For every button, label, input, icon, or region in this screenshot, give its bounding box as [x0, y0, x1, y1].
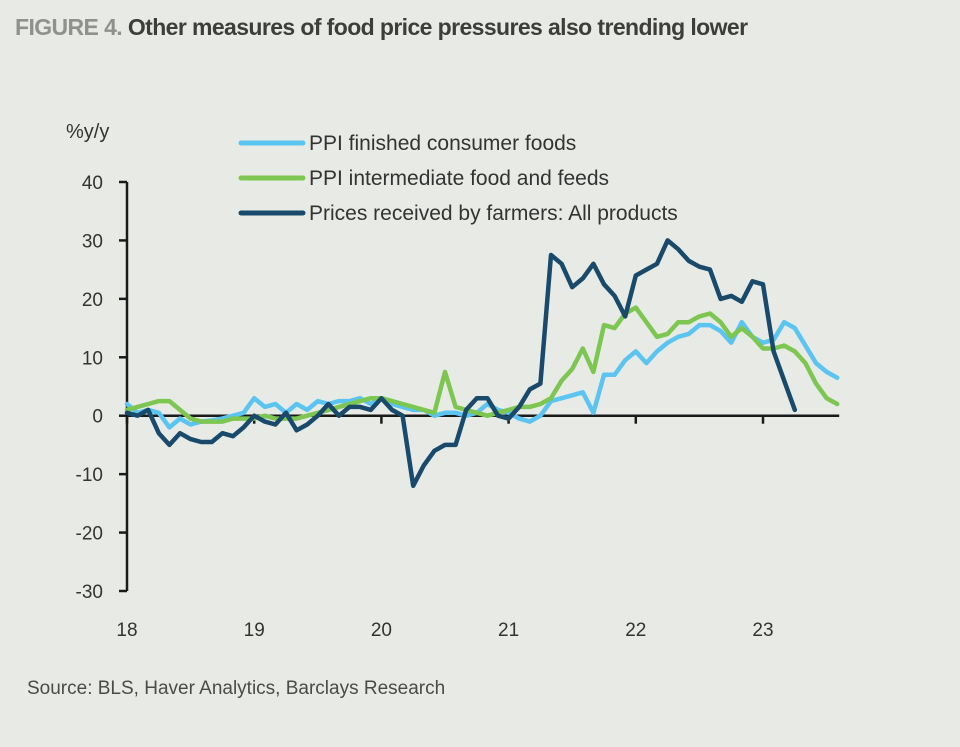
x-tick-label: 19 [244, 620, 265, 641]
y-tick-label: 30 [82, 231, 103, 252]
x-tick-label: 21 [498, 620, 519, 641]
series-lines [124, 238, 840, 489]
y-tick-label: 20 [82, 290, 103, 311]
y-tick-label: 10 [82, 348, 103, 369]
series-line-0 [124, 319, 840, 430]
x-tick-label: 23 [752, 620, 773, 641]
legend-label: Prices received by farmers: All products [309, 202, 678, 225]
legend-label: PPI intermediate food and feeds [309, 167, 609, 190]
y-tick-label: -20 [76, 524, 103, 545]
x-tick-label: 18 [116, 620, 137, 641]
y-tick-label: -30 [76, 582, 103, 603]
y-tick-label: 0 [92, 407, 103, 428]
axes: 40 30 20 10 0 -10 -20 -30 18 19 20 21 22 23 [76, 173, 840, 641]
x-tick-label: 22 [625, 620, 646, 641]
series-line-1 [124, 305, 840, 424]
figure-title-text: Other measures of food price pressures a… [127, 14, 748, 40]
legend: PPI finished consumer foods PPI intermedi… [238, 132, 678, 225]
series-line-2 [124, 238, 798, 489]
y-tick-label: 40 [82, 173, 103, 194]
y-axis-label: %y/y [66, 121, 109, 143]
source-note: Source: BLS, Haver Analytics, Barclays R… [27, 678, 446, 699]
y-tick-label: -10 [76, 465, 103, 486]
figure-title: FIGURE 4. Other measures of food price p… [15, 14, 748, 41]
legend-label: PPI finished consumer foods [309, 132, 576, 155]
x-tick-label: 20 [371, 620, 392, 641]
figure-label: FIGURE 4. [15, 14, 123, 40]
